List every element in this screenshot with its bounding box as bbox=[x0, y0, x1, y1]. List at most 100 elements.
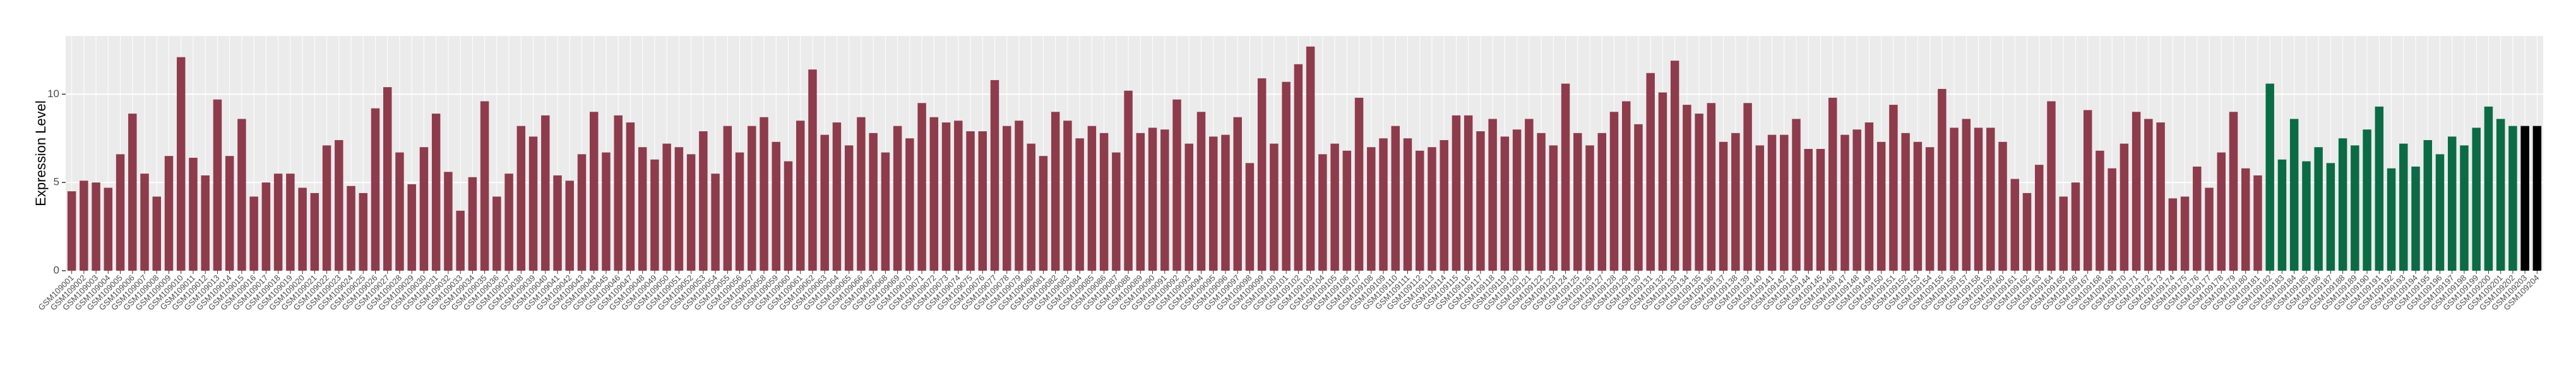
bar bbox=[2302, 161, 2311, 271]
bar bbox=[1889, 105, 1898, 271]
bar bbox=[1962, 119, 1971, 271]
bar bbox=[748, 126, 756, 271]
bar bbox=[1099, 133, 1109, 271]
bar bbox=[1416, 150, 1424, 271]
bar bbox=[2108, 168, 2116, 271]
bar bbox=[1112, 152, 1121, 271]
bar bbox=[516, 126, 526, 271]
bar bbox=[893, 126, 902, 271]
bar bbox=[468, 177, 477, 271]
bar bbox=[1585, 145, 1594, 271]
bar bbox=[1731, 133, 1740, 271]
bar bbox=[492, 196, 501, 271]
bar bbox=[784, 161, 793, 271]
bar bbox=[322, 145, 331, 271]
bar bbox=[2520, 126, 2529, 271]
bar bbox=[504, 174, 513, 271]
bar bbox=[189, 157, 198, 271]
bar bbox=[1257, 78, 1267, 271]
bar bbox=[638, 147, 647, 271]
bar bbox=[1148, 127, 1157, 271]
bar bbox=[1233, 117, 1242, 271]
bar bbox=[1452, 115, 1461, 271]
bar bbox=[723, 126, 732, 271]
bar bbox=[857, 117, 866, 271]
bar bbox=[2448, 136, 2457, 271]
bar bbox=[772, 141, 780, 271]
bar bbox=[565, 180, 574, 271]
bar bbox=[2144, 119, 2153, 271]
bar bbox=[954, 121, 963, 271]
bar bbox=[1245, 163, 1255, 271]
bar bbox=[1755, 145, 1765, 271]
bar bbox=[310, 192, 319, 271]
bar bbox=[1172, 99, 1181, 271]
bar bbox=[2399, 143, 2408, 271]
bar bbox=[2229, 112, 2238, 271]
bar bbox=[456, 210, 465, 271]
bar bbox=[1428, 147, 1436, 271]
bar bbox=[2035, 165, 2044, 271]
bar bbox=[2168, 198, 2178, 271]
bar bbox=[92, 182, 100, 271]
bar bbox=[1136, 133, 1145, 271]
bar bbox=[1938, 88, 1947, 271]
bar bbox=[1634, 124, 1643, 271]
bar bbox=[1512, 129, 1522, 271]
bar bbox=[1270, 143, 1279, 271]
bar bbox=[1913, 141, 1923, 271]
bar bbox=[359, 192, 367, 271]
y-tick-label: 10 bbox=[47, 88, 59, 100]
bar bbox=[2460, 145, 2469, 271]
bar bbox=[2059, 196, 2068, 271]
bar bbox=[808, 69, 817, 271]
bar bbox=[1998, 141, 2007, 271]
bar bbox=[1925, 147, 1935, 271]
bar bbox=[2193, 166, 2202, 271]
bar bbox=[1901, 133, 1910, 271]
bar bbox=[966, 131, 975, 271]
bar bbox=[2010, 179, 2019, 271]
bar bbox=[1840, 134, 1849, 271]
bar bbox=[1609, 112, 1619, 271]
bar bbox=[1622, 101, 1631, 271]
bar bbox=[1379, 138, 1388, 271]
bar bbox=[335, 140, 343, 271]
bar bbox=[1063, 121, 1072, 271]
bar bbox=[760, 117, 768, 271]
bar bbox=[2423, 140, 2432, 271]
bar bbox=[1209, 136, 1218, 271]
bar bbox=[541, 115, 550, 271]
bar bbox=[1549, 145, 1558, 271]
bar bbox=[2083, 110, 2092, 271]
bar bbox=[2375, 106, 2384, 271]
bar bbox=[2071, 182, 2080, 271]
bar bbox=[1658, 92, 1667, 271]
bar bbox=[1864, 122, 1874, 271]
bar bbox=[1597, 133, 1606, 271]
bar bbox=[602, 152, 611, 271]
bar bbox=[1974, 127, 1983, 271]
bar bbox=[1196, 112, 1206, 271]
bar bbox=[1488, 119, 1497, 271]
bar bbox=[2435, 154, 2445, 271]
y-tick-label: 0 bbox=[54, 264, 59, 276]
bar bbox=[1087, 126, 1097, 271]
y-tick-label: 5 bbox=[54, 176, 59, 188]
bar bbox=[249, 196, 258, 271]
bar bbox=[820, 134, 829, 271]
bar bbox=[2277, 159, 2287, 271]
bar bbox=[2508, 126, 2517, 271]
bar bbox=[2132, 112, 2141, 271]
bar bbox=[2289, 119, 2299, 271]
bar bbox=[1646, 73, 1655, 271]
bar bbox=[1876, 141, 1886, 271]
bar bbox=[1743, 103, 1752, 271]
bar bbox=[1719, 141, 1728, 271]
bar bbox=[273, 174, 283, 271]
bar bbox=[1440, 140, 1448, 271]
bar bbox=[1160, 129, 1169, 271]
bar bbox=[201, 175, 210, 271]
bar bbox=[1464, 115, 1473, 271]
